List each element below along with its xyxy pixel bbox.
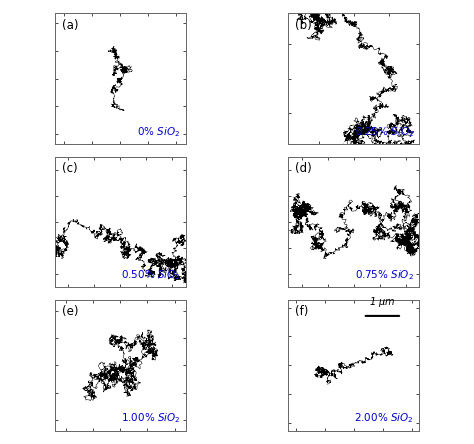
Text: (b): (b) [295, 19, 312, 32]
Text: 1 $\mu$m: 1 $\mu$m [369, 295, 396, 309]
Text: 0.50% $\mathit{SiO_2}$: 0.50% $\mathit{SiO_2}$ [120, 268, 180, 282]
Text: 0.75% $\mathit{SiO_2}$: 0.75% $\mathit{SiO_2}$ [355, 268, 414, 282]
Text: 2.00% $\mathit{SiO_2}$: 2.00% $\mathit{SiO_2}$ [354, 412, 414, 425]
Text: 0% $\mathit{SiO_2}$: 0% $\mathit{SiO_2}$ [137, 125, 180, 139]
Text: (a): (a) [62, 19, 78, 32]
Text: (e): (e) [62, 305, 78, 318]
Text: 1.00% $\mathit{SiO_2}$: 1.00% $\mathit{SiO_2}$ [120, 412, 180, 425]
Text: (f): (f) [295, 305, 309, 318]
Text: 0.25% $\mathit{SiO_2}$: 0.25% $\mathit{SiO_2}$ [355, 125, 414, 139]
Text: (d): (d) [295, 162, 312, 175]
Text: (c): (c) [62, 162, 77, 175]
